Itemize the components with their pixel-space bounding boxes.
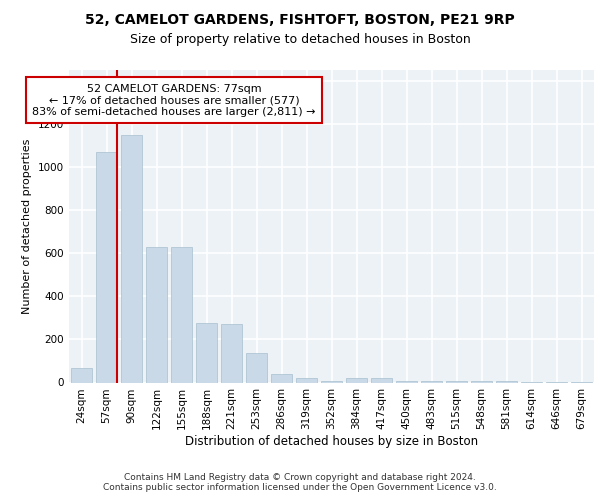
Bar <box>71 368 92 382</box>
X-axis label: Distribution of detached houses by size in Boston: Distribution of detached houses by size … <box>185 435 478 448</box>
Bar <box>346 378 367 382</box>
Bar <box>196 323 217 382</box>
Bar <box>271 374 292 382</box>
Bar <box>221 324 242 382</box>
Text: 52, CAMELOT GARDENS, FISHTOFT, BOSTON, PE21 9RP: 52, CAMELOT GARDENS, FISHTOFT, BOSTON, P… <box>85 12 515 26</box>
Bar <box>171 246 192 382</box>
Bar <box>146 246 167 382</box>
Bar <box>121 134 142 382</box>
Bar <box>96 152 117 382</box>
Y-axis label: Number of detached properties: Number of detached properties <box>22 138 32 314</box>
Bar <box>246 354 267 382</box>
Bar <box>296 378 317 382</box>
Text: 52 CAMELOT GARDENS: 77sqm
← 17% of detached houses are smaller (577)
83% of semi: 52 CAMELOT GARDENS: 77sqm ← 17% of detac… <box>32 84 316 117</box>
Text: Size of property relative to detached houses in Boston: Size of property relative to detached ho… <box>130 32 470 46</box>
Bar <box>371 378 392 382</box>
Text: Contains HM Land Registry data © Crown copyright and database right 2024.
Contai: Contains HM Land Registry data © Crown c… <box>103 473 497 492</box>
